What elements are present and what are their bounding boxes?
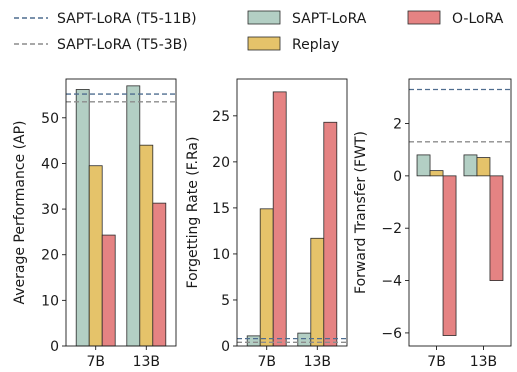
- bar-sapt-lora-7b: [246, 335, 261, 347]
- panel-average-performance: 0 10 20 30 40 50 7B 13B Average Performance (AP): [12, 78, 177, 370]
- y-tick-label: 10: [212, 247, 230, 263]
- x-tick-label-7b: 7B: [427, 354, 446, 370]
- panel-forgetting-rate: 0 5 10 15 20 25 7B 13B Forgetting Rate (F.Ra): [185, 78, 348, 370]
- legend-patch-o-lora: [407, 10, 441, 25]
- bar-sapt-lora-7b: [75, 89, 90, 347]
- y-axis-label: Forward Transfer (FWT): [353, 131, 369, 294]
- y-tick-label: 10: [41, 293, 59, 309]
- y-tick-label: −4: [381, 274, 402, 290]
- axes-frame: [65, 78, 177, 347]
- legend-label-sapt-lora: SAPT-LoRA: [292, 11, 367, 27]
- bar-o-lora-13b: [489, 175, 504, 281]
- bar-o-lora-13b: [323, 121, 338, 347]
- bar-o-lora-13b: [152, 202, 167, 347]
- y-tick-label: 50: [41, 111, 59, 127]
- y-tick-label: −2: [381, 221, 402, 237]
- y-tick-label: 5: [221, 293, 230, 309]
- y-tick-label: 20: [41, 248, 59, 264]
- legend-entry-o-lora: O-LoRA: [407, 10, 504, 27]
- axes-frame: [408, 78, 512, 347]
- bar-replay-7b: [429, 170, 444, 177]
- x-tick-label-7b: 7B: [257, 354, 276, 370]
- legend-label-replay: Replay: [292, 37, 339, 53]
- bar-o-lora-7b: [272, 91, 287, 347]
- x-tick-label-13b: 13B: [133, 354, 160, 370]
- legend-patch-sapt-lora: [247, 10, 281, 25]
- y-tick-label: 0: [393, 169, 402, 185]
- y-tick-label: 15: [212, 201, 230, 217]
- legend-entry-t5-3b: SAPT-LoRA (T5-3B): [14, 37, 188, 53]
- y-tick-label: −6: [381, 326, 402, 342]
- y-tick-label: 25: [212, 109, 230, 125]
- legend-label-t5-11b: SAPT-LoRA (T5-11B): [57, 11, 197, 27]
- bar-replay-7b: [88, 165, 103, 347]
- panel-forward-transfer: −6 −4 −2 0 2 7B 13B Forward Transfer (FWT): [353, 78, 512, 370]
- legend-entry-t5-11b: SAPT-LoRA (T5-11B): [14, 11, 197, 27]
- bar-replay-13b: [310, 237, 325, 347]
- y-tick-label: 40: [41, 156, 59, 172]
- legend-entry-sapt-lora: SAPT-LoRA: [247, 10, 367, 27]
- bar-sapt-lora-7b: [416, 154, 431, 177]
- bar-sapt-lora-13b: [297, 332, 312, 347]
- axes-frame: [236, 78, 348, 347]
- x-tick-label-7b: 7B: [86, 354, 105, 370]
- bar-o-lora-7b: [101, 234, 116, 347]
- y-tick-label: 0: [50, 339, 59, 355]
- bar-replay-13b: [139, 144, 154, 347]
- legend-entry-replay: Replay: [247, 36, 339, 53]
- y-tick-label: 20: [212, 155, 230, 171]
- legend-patch-replay: [247, 36, 281, 51]
- y-axis-label: Average Performance (AP): [12, 120, 28, 304]
- bar-replay-7b: [259, 208, 274, 347]
- y-tick-label: 0: [221, 339, 230, 355]
- y-tick-label: 2: [393, 117, 402, 133]
- legend-label-o-lora: O-LoRA: [452, 11, 504, 27]
- x-tick-label-13b: 13B: [470, 354, 497, 370]
- bar-replay-13b: [476, 157, 491, 177]
- legend: SAPT-LoRA (T5-11B) SAPT-LoRA (T5-3B) SAP…: [14, 10, 504, 53]
- bar-sapt-lora-13b: [126, 85, 141, 347]
- y-tick-label: 30: [41, 202, 59, 218]
- bar-o-lora-7b: [442, 175, 457, 336]
- y-axis-label: Forgetting Rate (F.Ra): [185, 137, 201, 289]
- x-tick-label-13b: 13B: [304, 354, 331, 370]
- bar-sapt-lora-13b: [463, 154, 478, 177]
- legend-label-t5-3b: SAPT-LoRA (T5-3B): [57, 37, 188, 53]
